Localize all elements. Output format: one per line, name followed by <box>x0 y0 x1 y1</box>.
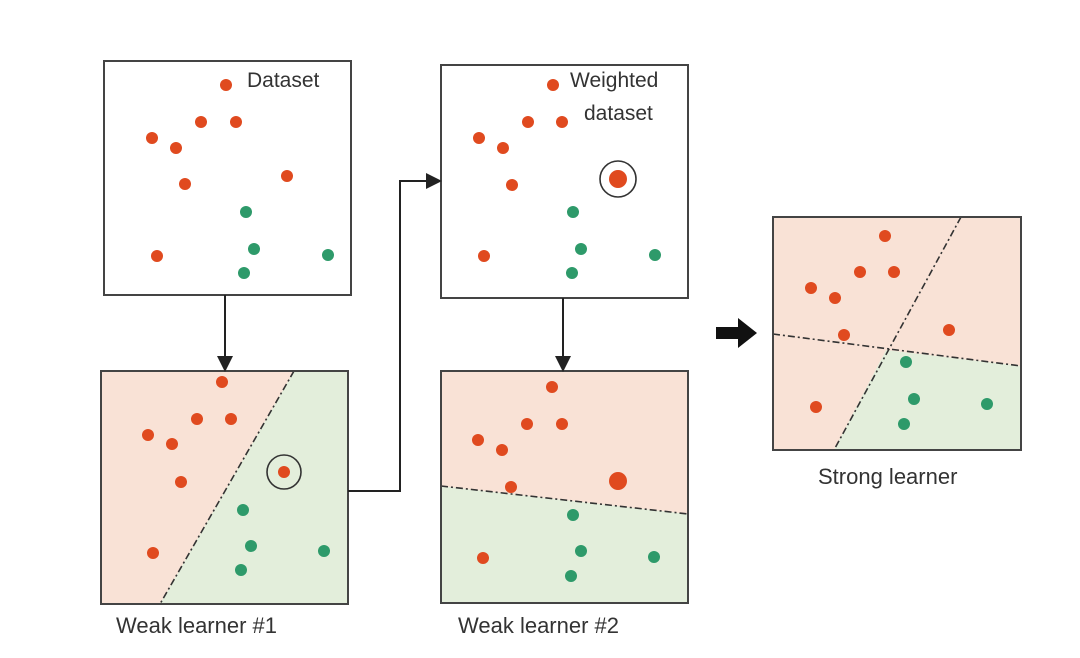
green-point <box>237 504 249 516</box>
red-point <box>175 476 187 488</box>
green-point <box>245 540 257 552</box>
weighted-red-point <box>609 170 627 188</box>
green-region <box>834 350 1021 450</box>
dataset-label: Dataset <box>247 69 320 92</box>
weighted-dataset-points <box>473 79 661 279</box>
red-point <box>166 438 178 450</box>
red-point <box>829 292 841 304</box>
green-point <box>575 243 587 255</box>
dataset-points <box>146 79 334 279</box>
red-point <box>854 266 866 278</box>
decision-boundary-2 <box>773 333 1021 367</box>
red-point <box>810 401 822 413</box>
red-point <box>146 132 158 144</box>
misclassified-red-point <box>278 466 290 478</box>
red-point <box>472 434 484 446</box>
red-point <box>943 324 955 336</box>
red-point <box>220 79 232 91</box>
green-point <box>238 267 250 279</box>
weighted-label-line2: dataset <box>584 102 653 125</box>
red-point <box>142 429 154 441</box>
connectors <box>217 173 757 492</box>
strong-learner-points <box>805 230 993 430</box>
green-point <box>900 356 912 368</box>
arrow-weak1-to-weighted <box>348 173 442 492</box>
arrow-to-strong-learner-icon <box>716 318 757 348</box>
strong-learner-caption: Strong learner <box>818 464 958 489</box>
weighted-red-point <box>609 472 627 490</box>
green-point <box>565 570 577 582</box>
red-point <box>216 376 228 388</box>
weighted-dataset-panel <box>440 64 689 299</box>
green-point <box>648 551 660 563</box>
green-point <box>566 267 578 279</box>
green-point <box>248 243 260 255</box>
highlight-ring <box>599 160 637 198</box>
red-point <box>151 250 163 262</box>
red-point <box>496 444 508 456</box>
green-point <box>649 249 661 261</box>
green-point <box>575 545 587 557</box>
red-point <box>497 142 509 154</box>
red-point <box>556 418 568 430</box>
green-point <box>235 564 247 576</box>
weighted-label-line1: Weighted <box>570 69 659 92</box>
red-point <box>191 413 203 425</box>
weak-learner-2-caption: Weak learner #2 <box>458 613 620 638</box>
green-region <box>441 486 688 603</box>
dataset-panel <box>103 60 352 296</box>
decision-boundary <box>441 485 688 515</box>
red-point <box>477 552 489 564</box>
green-point <box>898 418 910 430</box>
weak-learner-2-points <box>472 381 660 582</box>
weak-learner-1-panel <box>100 370 349 605</box>
red-point <box>838 329 850 341</box>
red-point <box>805 282 817 294</box>
misclassified-ring <box>266 454 302 490</box>
strong-learner-panel <box>772 216 1022 451</box>
red-point <box>556 116 568 128</box>
red-point <box>505 481 517 493</box>
green-point <box>908 393 920 405</box>
red-point <box>281 170 293 182</box>
red-point <box>195 116 207 128</box>
red-point <box>522 116 534 128</box>
green-point <box>318 545 330 557</box>
red-point <box>888 266 900 278</box>
red-point <box>546 381 558 393</box>
red-point <box>170 142 182 154</box>
weak-learner-1-caption: Weak learner #1 <box>116 613 278 638</box>
red-point <box>478 250 490 262</box>
red-point <box>473 132 485 144</box>
green-point <box>981 398 993 410</box>
red-point <box>179 178 191 190</box>
red-point <box>547 79 559 91</box>
weak-learner-2-panel <box>440 370 689 604</box>
red-point <box>230 116 242 128</box>
green-region <box>160 371 348 604</box>
red-point <box>225 413 237 425</box>
green-point <box>567 509 579 521</box>
red-point <box>506 179 518 191</box>
red-point <box>521 418 533 430</box>
red-point <box>879 230 891 242</box>
green-point <box>322 249 334 261</box>
green-point <box>240 206 252 218</box>
decision-boundary-1 <box>833 217 962 450</box>
weak-learner-1-points <box>142 376 330 576</box>
green-point <box>567 206 579 218</box>
red-point <box>147 547 159 559</box>
